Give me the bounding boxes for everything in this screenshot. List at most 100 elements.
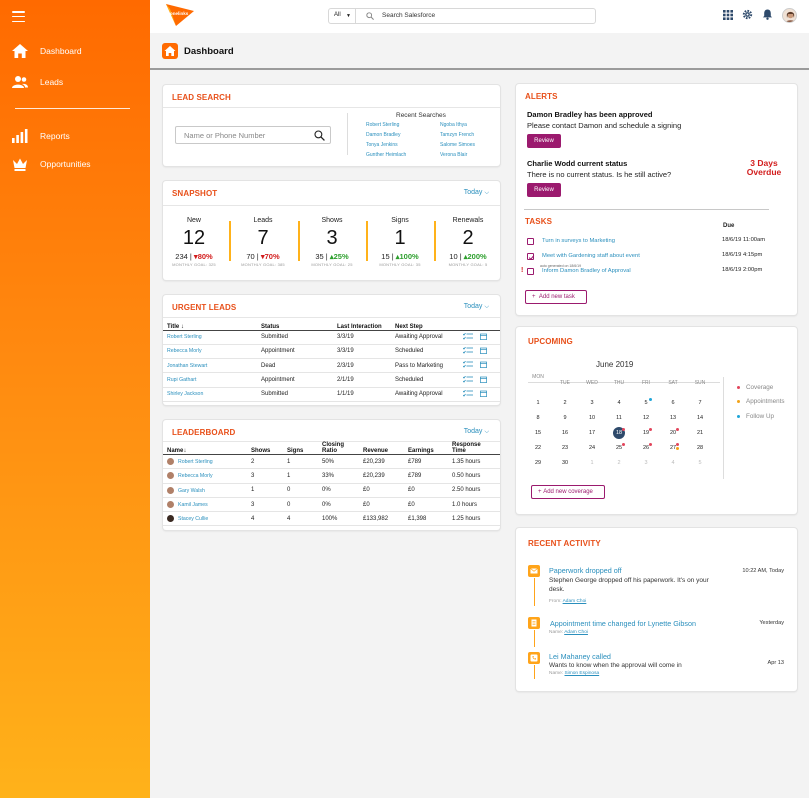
- rep-link[interactable]: Kamil James: [178, 502, 208, 509]
- calendar-day[interactable]: 1: [536, 400, 540, 406]
- task-list-icon[interactable]: [462, 332, 473, 342]
- add-new-task-button[interactable]: + Add new task: [525, 290, 587, 304]
- recent-search-link[interactable]: Damon Bradley: [366, 132, 401, 138]
- calendar-icon[interactable]: [479, 361, 487, 370]
- snapshot-filter[interactable]: Today ⌵: [464, 189, 489, 197]
- calendar-day[interactable]: 5: [644, 400, 648, 406]
- calendar-day[interactable]: 15: [534, 430, 542, 436]
- column-header-last-interaction[interactable]: Last Interaction: [333, 318, 391, 331]
- calendar-day[interactable]: 19: [642, 430, 650, 436]
- lead-link[interactable]: Shirley Jackson: [167, 391, 204, 398]
- search-scope-select[interactable]: All ▼: [329, 9, 356, 23]
- column-header-closing-ratio[interactable]: Closing Ratio: [318, 442, 359, 455]
- calendar-day[interactable]: 5: [698, 460, 702, 466]
- add-new-coverage-button[interactable]: + Add new coverage: [531, 485, 605, 499]
- calendar-day[interactable]: 9: [563, 415, 567, 421]
- bell-icon[interactable]: [762, 9, 773, 22]
- calendar-icon[interactable]: [479, 347, 487, 356]
- calendar-day[interactable]: 8: [536, 415, 540, 421]
- sidebar-item-dashboard[interactable]: Dashboard: [12, 43, 82, 59]
- lead-link[interactable]: Robert Sterling: [167, 334, 202, 341]
- calendar-day[interactable]: 26: [642, 445, 650, 451]
- gear-icon[interactable]: [742, 9, 753, 22]
- calendar-day[interactable]: 3: [590, 400, 594, 406]
- column-header-status[interactable]: Status: [257, 318, 333, 331]
- recent-search-link[interactable]: Tonya Jenkins: [366, 142, 398, 148]
- lead-search-input[interactable]: Name or Phone Number: [175, 126, 331, 144]
- column-header-title[interactable]: Title ↓: [163, 318, 257, 331]
- calendar-day[interactable]: 10: [588, 415, 596, 421]
- sidebar-item-reports[interactable]: Reports: [12, 128, 70, 144]
- recent-search-link[interactable]: Robert Sterling: [366, 122, 400, 128]
- calendar-day[interactable]: 30: [561, 460, 569, 466]
- calendar-day[interactable]: 6: [671, 400, 675, 406]
- task-list-icon[interactable]: [462, 375, 473, 385]
- calendar-day[interactable]: 25: [615, 445, 623, 451]
- task-checkbox[interactable]: [527, 237, 534, 245]
- app-logo[interactable]: onelinks: [164, 3, 196, 29]
- column-header-earnings[interactable]: Earnings: [404, 442, 448, 455]
- task-checkbox[interactable]: [527, 267, 534, 275]
- column-header-signs[interactable]: Signs: [283, 442, 318, 455]
- calendar-day[interactable]: 16: [561, 430, 569, 436]
- column-header-next-step[interactable]: Next Step: [391, 318, 459, 331]
- column-header-response-time[interactable]: Response Time: [448, 442, 500, 455]
- calendar-day[interactable]: 27: [669, 445, 677, 451]
- rep-link[interactable]: Rebecca Morly: [178, 473, 213, 480]
- user-avatar[interactable]: [782, 8, 797, 23]
- column-header-shows[interactable]: Shows: [247, 442, 283, 455]
- search-icon[interactable]: [314, 130, 325, 143]
- calendar-day[interactable]: 3: [644, 460, 648, 466]
- person-link[interactable]: Simon Espinosa: [564, 671, 600, 676]
- leaderboard-filter[interactable]: Today ⌵: [464, 428, 489, 436]
- calendar-day[interactable]: 20: [669, 430, 677, 436]
- column-header-name[interactable]: Name↓: [163, 442, 247, 455]
- recent-search-link[interactable]: Verona Blair: [440, 152, 468, 158]
- calendar-day[interactable]: 17: [588, 430, 596, 436]
- calendar-day[interactable]: 14: [696, 415, 704, 421]
- calendar-icon[interactable]: [479, 376, 487, 385]
- calendar-icon[interactable]: [479, 390, 487, 399]
- calendar-day[interactable]: 7: [698, 400, 702, 406]
- calendar-day[interactable]: 23: [561, 445, 569, 451]
- app-launcher-icon[interactable]: [723, 9, 733, 22]
- calendar-day[interactable]: 1: [590, 460, 594, 466]
- urgent-leads-filter[interactable]: Today ⌵: [464, 303, 489, 311]
- recent-search-link[interactable]: Tamzyn French: [440, 132, 475, 138]
- recent-search-link[interactable]: Ngoba Ithya: [440, 122, 467, 128]
- rep-link[interactable]: Robert Sterling: [178, 459, 213, 466]
- task-checkbox-checked[interactable]: [527, 252, 535, 260]
- rep-link[interactable]: Gary Walsh: [178, 487, 205, 494]
- calendar-icon[interactable]: [479, 333, 487, 342]
- column-header-revenue[interactable]: Revenue: [359, 442, 404, 455]
- calendar-day[interactable]: 13: [669, 415, 677, 421]
- sidebar-item-leads[interactable]: Leads: [12, 74, 63, 90]
- recent-search-link[interactable]: Salome Simoes: [440, 142, 476, 148]
- lead-link[interactable]: Rebecca Morly: [167, 348, 202, 355]
- calendar-day[interactable]: 12: [642, 415, 650, 421]
- task-link[interactable]: Inform Damon Bradley of Approval: [542, 268, 631, 274]
- activity-title[interactable]: Lei Mahaney called: [549, 652, 611, 661]
- task-list-icon[interactable]: [462, 346, 473, 356]
- lead-link[interactable]: Jonathan Stewart: [167, 362, 208, 369]
- hamburger-menu-icon[interactable]: [12, 11, 25, 23]
- person-link[interactable]: Adam Choi: [564, 630, 588, 635]
- calendar-day[interactable]: 28: [696, 445, 704, 451]
- review-button[interactable]: Review: [527, 183, 561, 197]
- lead-link[interactable]: Rupi Gathart: [167, 377, 197, 384]
- task-list-icon[interactable]: [462, 360, 473, 370]
- calendar-day[interactable]: 21: [696, 430, 704, 436]
- rep-link[interactable]: Stacey Cullie: [178, 516, 209, 523]
- recent-search-link[interactable]: Gunther Heimlach: [366, 152, 407, 158]
- task-link[interactable]: Turn in surveys to Marketing: [542, 238, 615, 244]
- calendar-day[interactable]: 4: [671, 460, 675, 466]
- calendar-day[interactable]: 2: [563, 400, 567, 406]
- calendar-day[interactable]: 11: [616, 415, 622, 421]
- sidebar-item-opportunities[interactable]: Opportunities: [12, 156, 91, 172]
- search-input[interactable]: Search Salesforce: [382, 12, 436, 19]
- activity-title[interactable]: Paperwork dropped off: [549, 566, 622, 575]
- calendar-day[interactable]: 24: [588, 445, 596, 451]
- calendar-day[interactable]: 2: [617, 460, 621, 466]
- task-list-icon[interactable]: [462, 389, 473, 399]
- person-link[interactable]: Adam Choi: [562, 599, 587, 604]
